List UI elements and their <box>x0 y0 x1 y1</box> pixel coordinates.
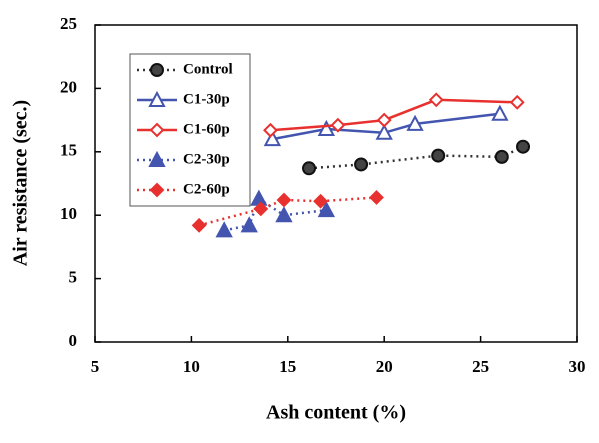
series-line <box>198 196 377 227</box>
y-tick-label: 15 <box>60 141 77 160</box>
marker <box>431 148 446 163</box>
marker <box>215 221 233 238</box>
x-tick-label: 10 <box>183 357 200 376</box>
marker <box>253 201 269 217</box>
marker <box>275 206 293 223</box>
marker <box>317 119 336 136</box>
legend-text: Control <box>183 61 233 77</box>
marker <box>263 130 282 147</box>
y-tick-label: 5 <box>69 268 78 287</box>
y-tick-label: 25 <box>60 14 77 33</box>
marker <box>330 117 346 133</box>
marker <box>509 94 525 110</box>
marker <box>150 63 164 77</box>
marker <box>317 201 336 218</box>
marker <box>276 192 292 208</box>
marker <box>148 150 166 167</box>
plot-frame <box>94 24 578 343</box>
marker <box>491 104 509 121</box>
marker <box>240 216 258 233</box>
y-axis-label: Air resistance (sec.) <box>10 100 32 266</box>
x-axis-label: Ash content (%) <box>266 402 406 424</box>
legend-text: C2-60p <box>183 181 230 197</box>
marker <box>263 122 278 138</box>
marker <box>516 139 531 154</box>
series-line <box>308 145 524 170</box>
marker <box>148 90 166 107</box>
marker <box>369 190 384 205</box>
legend-text: C1-30p <box>183 91 230 107</box>
legend-text: C2-30p <box>183 151 230 167</box>
y-tick-label: 20 <box>60 77 77 96</box>
legend-text: C1-60p <box>183 121 230 137</box>
marker <box>313 193 328 209</box>
x-tick-label: 20 <box>376 357 393 376</box>
marker <box>149 182 165 198</box>
marker <box>376 112 392 128</box>
marker <box>494 149 509 164</box>
y-tick-label: 0 <box>69 331 78 350</box>
marker <box>428 92 444 108</box>
y-tick-label: 10 <box>60 204 77 223</box>
marker <box>250 189 268 206</box>
marker <box>191 217 207 233</box>
x-tick-label: 5 <box>91 357 100 376</box>
marker <box>406 114 424 131</box>
marker <box>302 161 317 176</box>
x-tick-label: 25 <box>472 357 489 376</box>
marker <box>375 123 393 140</box>
x-tick-label: 15 <box>279 357 296 376</box>
marker <box>149 122 165 138</box>
x-tick-label: 30 <box>569 357 586 376</box>
marker <box>354 157 369 172</box>
